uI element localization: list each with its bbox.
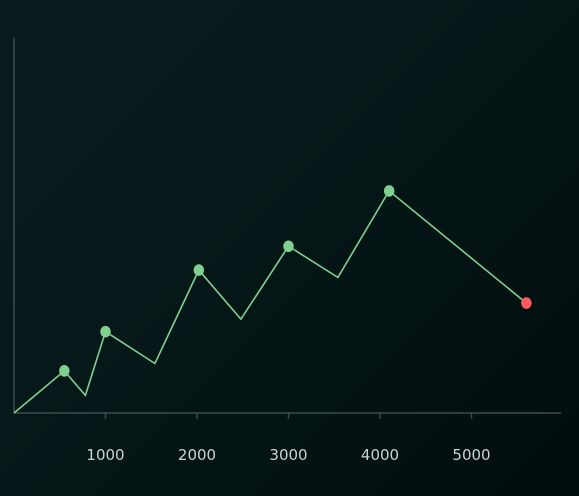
x-tick-label-1000: 1000 (86, 446, 124, 464)
alert-data-point-10[interactable] (521, 297, 532, 309)
x-tick-label-2000: 2000 (178, 446, 216, 464)
series-markers (59, 185, 532, 377)
x-tick-label-5000: 5000 (452, 446, 490, 464)
x-axis-ticks (104, 413, 473, 419)
x-tick-label-3000: 3000 (269, 446, 307, 464)
x-tick-label-4000: 4000 (361, 446, 399, 464)
data-point-1[interactable] (59, 365, 70, 377)
data-point-5[interactable] (193, 264, 205, 276)
x-axis-tick-labels: 1000 2000 3000 4000 5000 (86, 446, 490, 464)
data-point-7[interactable] (283, 240, 294, 253)
data-point-3[interactable] (100, 325, 111, 338)
data-point-9[interactable] (383, 185, 395, 197)
series-line (13, 189, 527, 414)
